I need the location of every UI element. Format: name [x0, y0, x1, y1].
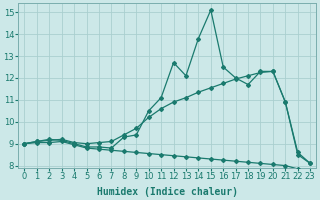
X-axis label: Humidex (Indice chaleur): Humidex (Indice chaleur): [97, 186, 238, 197]
